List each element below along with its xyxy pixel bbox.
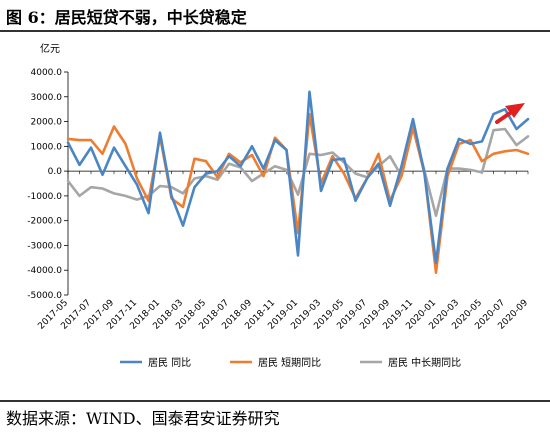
y-unit-label: 亿元 [40,42,60,55]
series-group [66,90,530,274]
bottom-rule [0,400,550,402]
legend-label: 居民 同比 [148,357,191,369]
y-tick-label: -3000.0 [27,241,62,251]
legend-label: 居民 短期同比 [258,356,321,369]
y-tick-label: -1000.0 [27,192,62,202]
series-line [66,90,530,265]
line-chart: 亿元 4000.0 3000.0 2000.0 1000.0 0.0 -1000.0 -20… [27,42,530,369]
legend-label: 居民 中长期同比 [388,356,461,369]
y-tick-label: -5000.0 [27,291,62,301]
y-tick-label: 4000.0 [31,68,63,78]
y-axis: 4000.0 3000.0 2000.0 1000.0 0.0 -1000.0 -2000.… [27,68,69,301]
trend-arrow [495,103,525,124]
y-tick-label: 1000.0 [31,142,63,152]
source-note: 数据来源：WIND、国泰君安证券研究 [6,409,280,428]
y-tick-label: 0.0 [48,167,63,177]
legend: 居民 同比 居民 短期同比 居民 中长期同比 [120,356,461,369]
x-axis: 2017-052017-072017-092017-112018-012018-… [36,171,530,332]
figure-title: 图 6：居民短贷不弱，中长贷稳定 [6,8,247,27]
y-tick-label: -4000.0 [27,266,62,276]
y-tick-label: -2000.0 [27,217,62,227]
top-rule [0,30,550,32]
y-tick-label: 3000.0 [31,93,63,103]
y-tick-label: 2000.0 [31,118,63,128]
series-line [66,112,530,274]
arrow-head [505,103,525,118]
